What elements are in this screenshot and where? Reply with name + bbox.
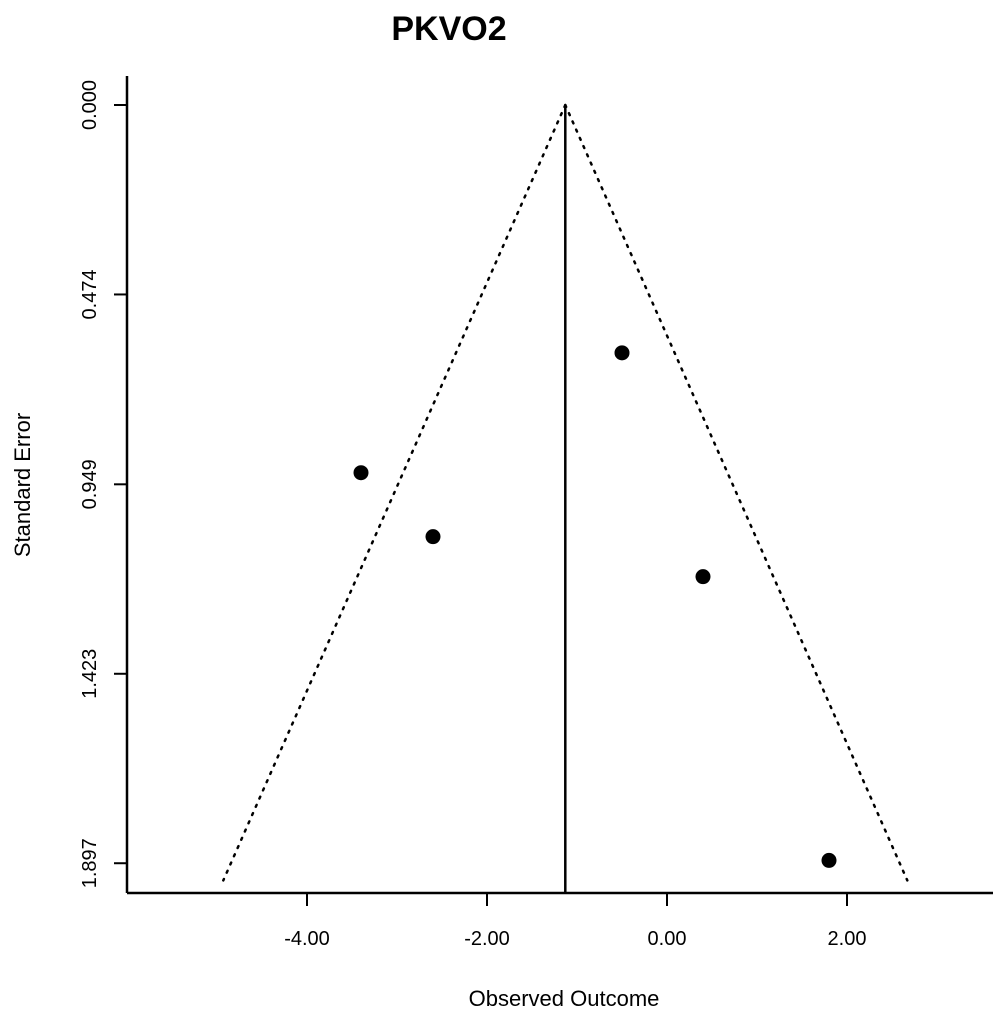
- axes: [125, 76, 993, 895]
- y-tick-label: 0.474: [79, 269, 101, 319]
- study-point: [614, 345, 630, 361]
- x-tick-label: 0.00: [648, 928, 687, 950]
- y-tick-label: 1.897: [79, 838, 101, 888]
- y-tick-label: 1.423: [79, 649, 101, 699]
- y-tick-label: 0.000: [79, 80, 101, 130]
- x-axis-label: Observed Outcome: [469, 986, 660, 1011]
- x-tick-label: 2.00: [828, 928, 867, 950]
- y-tick-label: 0.949: [79, 459, 101, 509]
- x-axis-ticks: -4.00 -2.00 0.00 2.00: [284, 893, 866, 950]
- funnel-left-boundary: [222, 103, 567, 882]
- funnel-right-boundary: [564, 103, 909, 882]
- study-point: [425, 529, 441, 545]
- study-point: [821, 852, 837, 868]
- y-axis-label: Standard Error: [10, 413, 35, 557]
- study-point: [695, 569, 711, 585]
- study-point: [353, 465, 369, 481]
- x-tick-label: -2.00: [464, 928, 510, 950]
- plot-area: [222, 103, 909, 893]
- x-tick-label: -4.00: [284, 928, 330, 950]
- chart-title: PKVO2: [391, 10, 506, 48]
- y-axis-ticks: 0.000 0.474 0.949 1.423 1.897: [79, 80, 127, 888]
